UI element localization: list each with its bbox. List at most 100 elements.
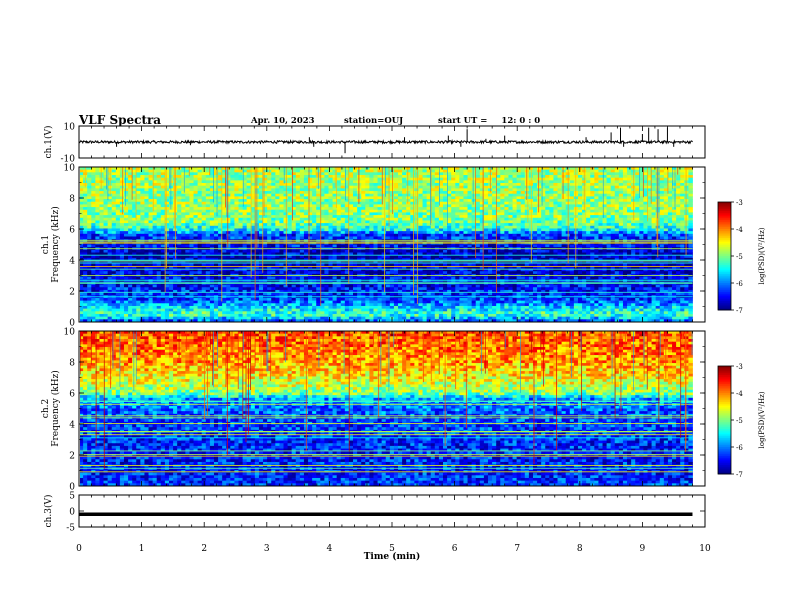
ch1-spectrogram-cell bbox=[541, 207, 546, 211]
ch1-spectrogram-cell bbox=[569, 201, 575, 205]
ch1-spectrogram-cell bbox=[393, 223, 399, 227]
ch1-spectrogram-cell bbox=[410, 223, 415, 227]
ch1-spectrogram-cell bbox=[614, 207, 620, 211]
ch1-spectrogram-cell bbox=[246, 193, 252, 197]
ch1-spectrogram-cell bbox=[549, 175, 554, 179]
ch1-spectrogram-cell bbox=[451, 249, 456, 253]
ch1-spectrogram-cell bbox=[205, 191, 211, 195]
ch1-spectrogram-cell bbox=[479, 236, 485, 240]
ch1-spectrogram-cell bbox=[594, 177, 599, 181]
ch1-spectrogram-cell bbox=[377, 183, 383, 187]
ch1-spectrogram-cell bbox=[291, 236, 297, 240]
ch1-spectrogram-cell bbox=[688, 169, 693, 173]
ch1-spectrogram-cell bbox=[434, 236, 440, 240]
ch1-spectrogram-cell bbox=[209, 220, 215, 224]
ch1-spectrogram-cell bbox=[152, 220, 158, 224]
ch1-spectrogram-cell bbox=[95, 191, 100, 195]
ch1-spectrogram-cell bbox=[140, 185, 145, 189]
ch1-spectrogram-cell bbox=[684, 201, 689, 205]
ch1-spectrogram-cell bbox=[115, 188, 121, 192]
header-start-time: start UT = 12: 0 : 0 bbox=[438, 116, 540, 126]
ch1-spectrogram-cell bbox=[132, 180, 137, 184]
ch1-spectrogram-cell bbox=[618, 196, 624, 200]
ch1-spectrogram-cell bbox=[614, 209, 620, 213]
ch1-spectrogram-cell bbox=[471, 201, 477, 205]
ch1-spectrogram-cell bbox=[340, 228, 346, 232]
ch1-spectrogram-cell bbox=[483, 207, 489, 211]
ch1-spectrogram-cell bbox=[328, 172, 333, 176]
ch1-spectrogram-cell bbox=[381, 180, 387, 184]
ch1-spectrogram-cell bbox=[516, 233, 522, 237]
ch1-spectrogram-cell bbox=[160, 191, 166, 195]
ch1-spectrogram-cell bbox=[119, 225, 125, 229]
ch1-spectrogram-cell bbox=[414, 183, 419, 187]
ch1-spectrogram-cell bbox=[189, 199, 194, 203]
ch1-spectrogram-cell bbox=[537, 175, 542, 179]
ch1-spectrogram-cell bbox=[193, 217, 199, 221]
ch1-spectrogram-cell bbox=[426, 201, 432, 205]
ch1-spectrogram-cell bbox=[332, 233, 338, 237]
ch1-spectrogram-cell bbox=[618, 236, 624, 240]
ch1-spectrogram-cell bbox=[512, 172, 518, 176]
ch1-spectrogram-cell bbox=[406, 236, 411, 240]
ch1-spectrogram-cell bbox=[164, 225, 170, 229]
ch1-spectrogram-cell bbox=[663, 225, 669, 229]
ch1-spectrogram-cell bbox=[197, 177, 203, 181]
ch1-spectrogram-cell bbox=[193, 193, 199, 197]
ch1-spectrogram-cell bbox=[672, 252, 677, 256]
ch1-spectrogram-cell bbox=[561, 236, 567, 240]
ch1-spectrogram-cell bbox=[541, 196, 546, 200]
ch1-spectrogram-cell bbox=[663, 228, 669, 232]
ch1-spectrogram-cell bbox=[279, 167, 284, 171]
ch1-spectrogram-cell bbox=[537, 204, 542, 208]
ch1-spectrogram-cell bbox=[332, 236, 338, 240]
ch1-spectrogram-cell bbox=[594, 225, 599, 229]
ch1-spectrogram-cell bbox=[111, 183, 117, 187]
ch1-spectrogram-cell bbox=[614, 215, 620, 219]
ch1-spectrogram-cell bbox=[140, 228, 145, 232]
ch1-spectrogram-cell bbox=[316, 209, 321, 213]
ch1-spectrogram-cell bbox=[389, 185, 395, 189]
ch1-spectrogram-cell bbox=[164, 212, 170, 216]
ch1-spectrogram-cell bbox=[230, 233, 235, 237]
ch1-spectrogram-cell bbox=[586, 196, 591, 200]
ch1-spectrogram-cell bbox=[451, 223, 456, 227]
ch1-spectrogram-cell bbox=[455, 196, 460, 200]
ch1-spectrogram-cell bbox=[688, 183, 693, 187]
ch1-spectrogram-cell bbox=[627, 236, 632, 240]
ch1-spectrogram-cell bbox=[111, 188, 117, 192]
ch1-spectrogram-cell bbox=[680, 183, 685, 187]
ch1-spectrogram-cell bbox=[463, 193, 468, 197]
ch1-spectrogram-cell bbox=[635, 199, 640, 203]
ch1-spectrogram-cell bbox=[402, 201, 407, 205]
ch1-spectrogram-cell bbox=[479, 212, 485, 216]
ch1-spectrogram-cell bbox=[622, 167, 628, 171]
ch1-spectrogram-cell bbox=[373, 236, 378, 240]
ch1-spectrogram-cell bbox=[164, 177, 170, 181]
ch1-spectrogram-cell bbox=[475, 209, 481, 213]
ch1-spectrogram-cell bbox=[483, 249, 489, 253]
ch1-spectrogram-cell bbox=[205, 217, 211, 221]
ch1-spectrogram-cell bbox=[549, 193, 554, 197]
ch1-spectrogram-cell bbox=[279, 175, 284, 179]
ch1-spectrogram-cell bbox=[557, 201, 562, 205]
ch1-spectrogram-cell bbox=[598, 191, 603, 195]
ch1-spectrogram-cell bbox=[414, 188, 419, 192]
ch1-spectrogram-cell bbox=[602, 225, 607, 229]
ch1-spectrogram-cell bbox=[226, 212, 231, 216]
ch1-spectrogram-cell bbox=[402, 220, 407, 224]
ch1-spectrogram-cell bbox=[361, 185, 366, 189]
ch1-spectrogram-cell bbox=[684, 196, 689, 200]
ch1-spectrogram-cell bbox=[103, 177, 109, 181]
ch1-spectrogram-cell bbox=[377, 196, 383, 200]
ch1-spectrogram-cell bbox=[144, 191, 149, 195]
ch1-spectrogram-cell bbox=[467, 167, 473, 171]
ch1-spectrogram-cell bbox=[140, 169, 145, 173]
ch1-spectrogram-cell bbox=[303, 180, 309, 184]
ch1-spectrogram-cell bbox=[631, 225, 636, 229]
ch1-spectrogram-cell bbox=[455, 191, 460, 195]
ch1-spectrogram-cell bbox=[348, 201, 354, 205]
ch1-spectrogram-cell bbox=[532, 188, 538, 192]
ch1-spectrogram-cell bbox=[80, 207, 84, 211]
ch1-spectrogram-cell bbox=[680, 228, 685, 232]
